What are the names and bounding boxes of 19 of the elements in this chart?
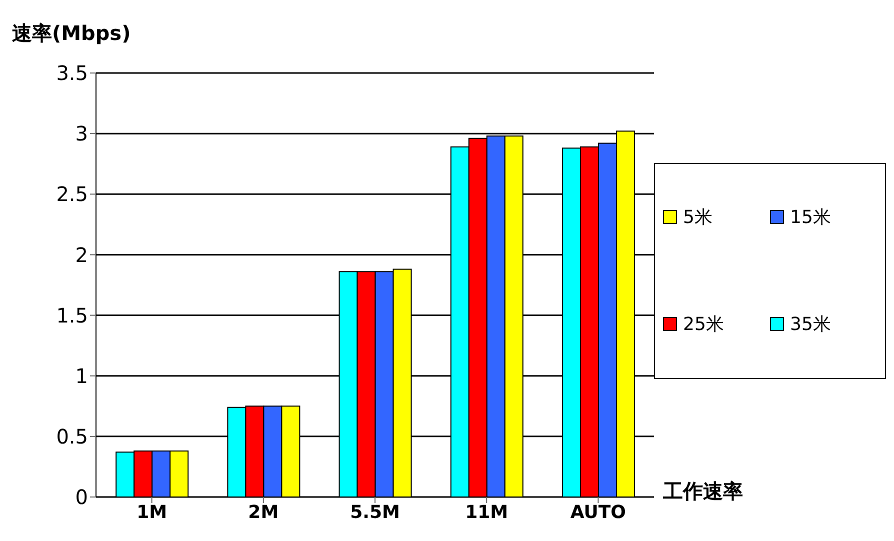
y-axis-title: 速率(Mbps) xyxy=(12,20,131,47)
legend-label: 25米 xyxy=(683,313,724,336)
y-tick-label: 3 xyxy=(75,122,88,146)
y-tick-label: 2.5 xyxy=(56,182,88,206)
y-tick-label: 0.5 xyxy=(56,424,88,449)
x-axis-title: 工作速率 xyxy=(663,478,743,505)
legend-label: 35米 xyxy=(790,313,831,336)
y-tick-label: 2 xyxy=(75,242,88,267)
legend-label: 5米 xyxy=(683,206,712,229)
y-tick-label: 3.5 xyxy=(56,61,88,86)
x-tick-label: AUTO xyxy=(570,502,626,523)
x-tick-label: 1M xyxy=(136,502,168,523)
x-tick-label: 11M xyxy=(465,502,508,523)
x-tick-label: 5.5M xyxy=(350,502,400,523)
x-tick-label: 2M xyxy=(248,502,279,523)
y-tick-label: 1.5 xyxy=(56,303,88,328)
legend-label: 15米 xyxy=(790,206,831,229)
y-tick-label: 1 xyxy=(75,364,88,388)
y-tick-label: 0 xyxy=(75,485,88,510)
